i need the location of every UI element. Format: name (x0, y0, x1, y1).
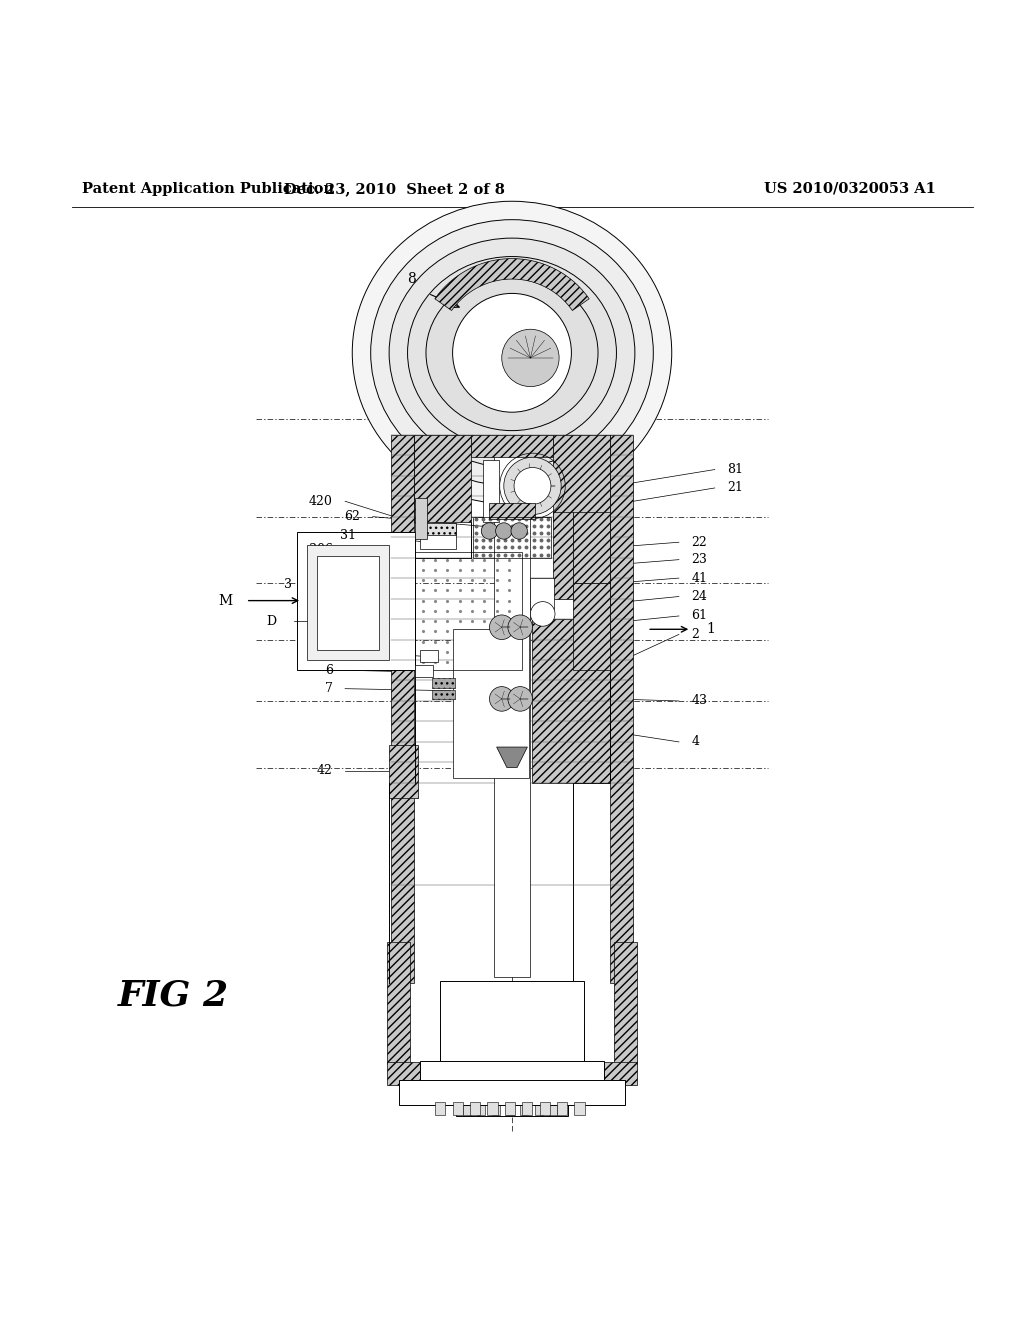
Bar (553, 434, 610, 521)
Bar (540, 1102, 550, 1114)
Bar (391, 434, 414, 982)
Polygon shape (497, 747, 527, 767)
Text: US 2010/0320053 A1: US 2010/0320053 A1 (764, 182, 936, 195)
Bar (610, 434, 633, 982)
Bar (553, 512, 573, 598)
Ellipse shape (352, 201, 672, 504)
Bar (415, 665, 433, 677)
Text: 43: 43 (691, 694, 708, 708)
Bar (415, 498, 427, 539)
Bar (471, 434, 553, 457)
Bar (487, 1102, 498, 1114)
Text: 306: 306 (309, 543, 333, 556)
Circle shape (502, 329, 559, 387)
Text: M: M (218, 594, 232, 607)
Bar (435, 1102, 445, 1114)
Text: 24: 24 (691, 590, 708, 603)
Circle shape (511, 523, 527, 539)
Ellipse shape (408, 256, 616, 449)
Bar (520, 1102, 528, 1114)
Bar (297, 532, 415, 671)
Text: 8: 8 (408, 272, 416, 286)
Bar (473, 516, 551, 557)
Text: 31: 31 (340, 528, 356, 541)
Bar (414, 434, 471, 521)
Bar (420, 524, 456, 549)
Bar (530, 578, 554, 609)
Bar (453, 1102, 463, 1114)
Circle shape (496, 523, 512, 539)
Circle shape (508, 615, 532, 639)
Text: 1: 1 (707, 622, 716, 636)
Bar (420, 649, 438, 663)
Bar (307, 545, 389, 660)
Bar (489, 503, 535, 519)
Bar (535, 1102, 543, 1114)
Circle shape (508, 686, 532, 711)
Bar (506, 1102, 514, 1114)
Bar (415, 553, 522, 671)
Bar (463, 1102, 471, 1114)
Bar (573, 512, 610, 583)
Bar (399, 1080, 625, 1105)
Circle shape (530, 602, 555, 626)
Bar (317, 556, 379, 649)
Text: 5: 5 (325, 645, 333, 659)
Text: 23: 23 (691, 553, 708, 566)
Bar (432, 678, 455, 688)
Bar (574, 1102, 585, 1114)
Bar (389, 744, 418, 799)
Bar (440, 981, 584, 1064)
Ellipse shape (426, 275, 598, 430)
Bar (522, 1102, 532, 1114)
Text: Patent Application Publication: Patent Application Publication (82, 182, 334, 195)
Bar (557, 1102, 567, 1114)
Text: 6: 6 (325, 664, 333, 677)
Text: 4: 4 (691, 735, 699, 748)
Text: 21: 21 (727, 482, 743, 495)
Bar (492, 1102, 500, 1114)
Text: 41: 41 (691, 572, 708, 585)
Text: 3: 3 (284, 578, 292, 591)
Text: Dec. 23, 2010  Sheet 2 of 8: Dec. 23, 2010 Sheet 2 of 8 (284, 182, 505, 195)
Bar (477, 1102, 485, 1114)
Bar (456, 1101, 568, 1115)
Circle shape (514, 467, 551, 504)
Bar (440, 1028, 584, 1105)
Circle shape (453, 293, 571, 412)
Circle shape (489, 686, 514, 711)
Bar (505, 1102, 515, 1114)
Text: 42: 42 (316, 764, 333, 777)
Bar (420, 523, 456, 535)
Bar (614, 941, 637, 1064)
Ellipse shape (371, 219, 653, 486)
Text: D: D (266, 615, 276, 627)
Text: 420: 420 (309, 495, 333, 508)
Text: 22: 22 (691, 536, 707, 549)
Ellipse shape (389, 238, 635, 467)
Text: FIG 2: FIG 2 (118, 979, 229, 1012)
Bar (494, 445, 530, 977)
Circle shape (504, 457, 561, 515)
Bar (573, 583, 610, 671)
Text: 81: 81 (727, 463, 743, 477)
Circle shape (489, 615, 514, 639)
Circle shape (481, 523, 498, 539)
Bar (432, 689, 455, 698)
Text: 61: 61 (691, 610, 708, 623)
Bar (532, 619, 610, 783)
Bar (387, 941, 410, 1064)
Polygon shape (435, 259, 589, 310)
Bar (453, 630, 529, 777)
Bar (483, 461, 499, 521)
Text: 62: 62 (344, 510, 360, 523)
Bar (470, 1102, 480, 1114)
Bar (420, 1061, 604, 1082)
Bar (387, 1063, 637, 1085)
Bar (549, 1102, 557, 1114)
Text: 7: 7 (325, 682, 333, 696)
Text: 2: 2 (691, 628, 699, 642)
